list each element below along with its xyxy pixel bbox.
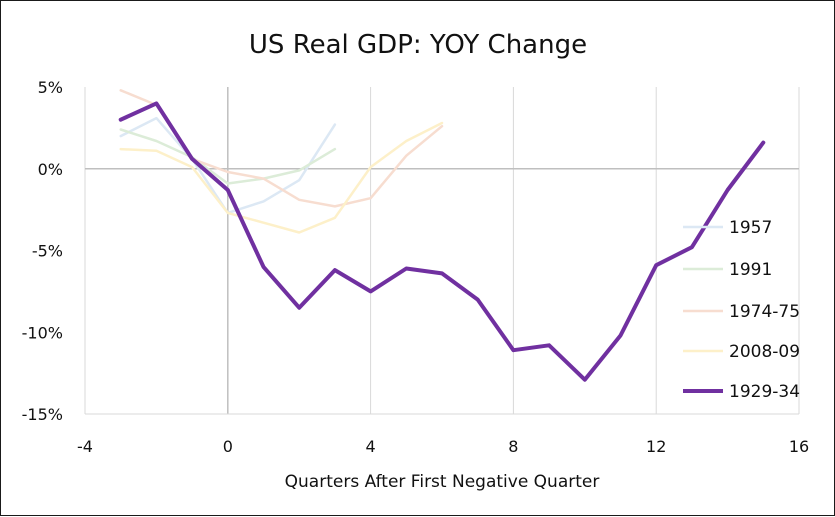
x-tick-label: 16: [789, 437, 809, 456]
y-tick-label: -10%: [22, 323, 63, 342]
y-tick-label: 0%: [38, 160, 63, 179]
y-tick-label: 5%: [38, 78, 63, 97]
legend-label-1991: 1991: [729, 260, 772, 280]
x-tick-label: 12: [646, 437, 666, 456]
legend-label-1957: 1957: [729, 218, 772, 238]
x-tick-label: 4: [366, 437, 376, 456]
grid-layer: [85, 87, 799, 414]
series-line-2008-09: [121, 123, 442, 233]
series-line-1929-34: [121, 103, 764, 379]
legend-label-1974-75: 1974-75: [729, 302, 800, 322]
chart-title: US Real GDP: YOY Change: [249, 30, 587, 60]
legend-label-2008-09: 2008-09: [729, 342, 800, 362]
x-tick-label: -4: [77, 437, 93, 456]
x-axis-title: Quarters After First Negative Quarter: [285, 472, 600, 492]
axis-layer: [85, 87, 799, 414]
series-layer: [121, 90, 764, 380]
y-tick-label: -5%: [32, 242, 63, 261]
legend-label-1929-34: 1929-34: [729, 382, 800, 402]
x-tick-label: 8: [508, 437, 518, 456]
y-tick-label: -15%: [22, 405, 63, 424]
series-line-1974-75: [121, 90, 442, 206]
x-tick-label: 0: [223, 437, 233, 456]
legend: 1957 1991 1974-75 2008-09 1929-34: [683, 218, 800, 402]
